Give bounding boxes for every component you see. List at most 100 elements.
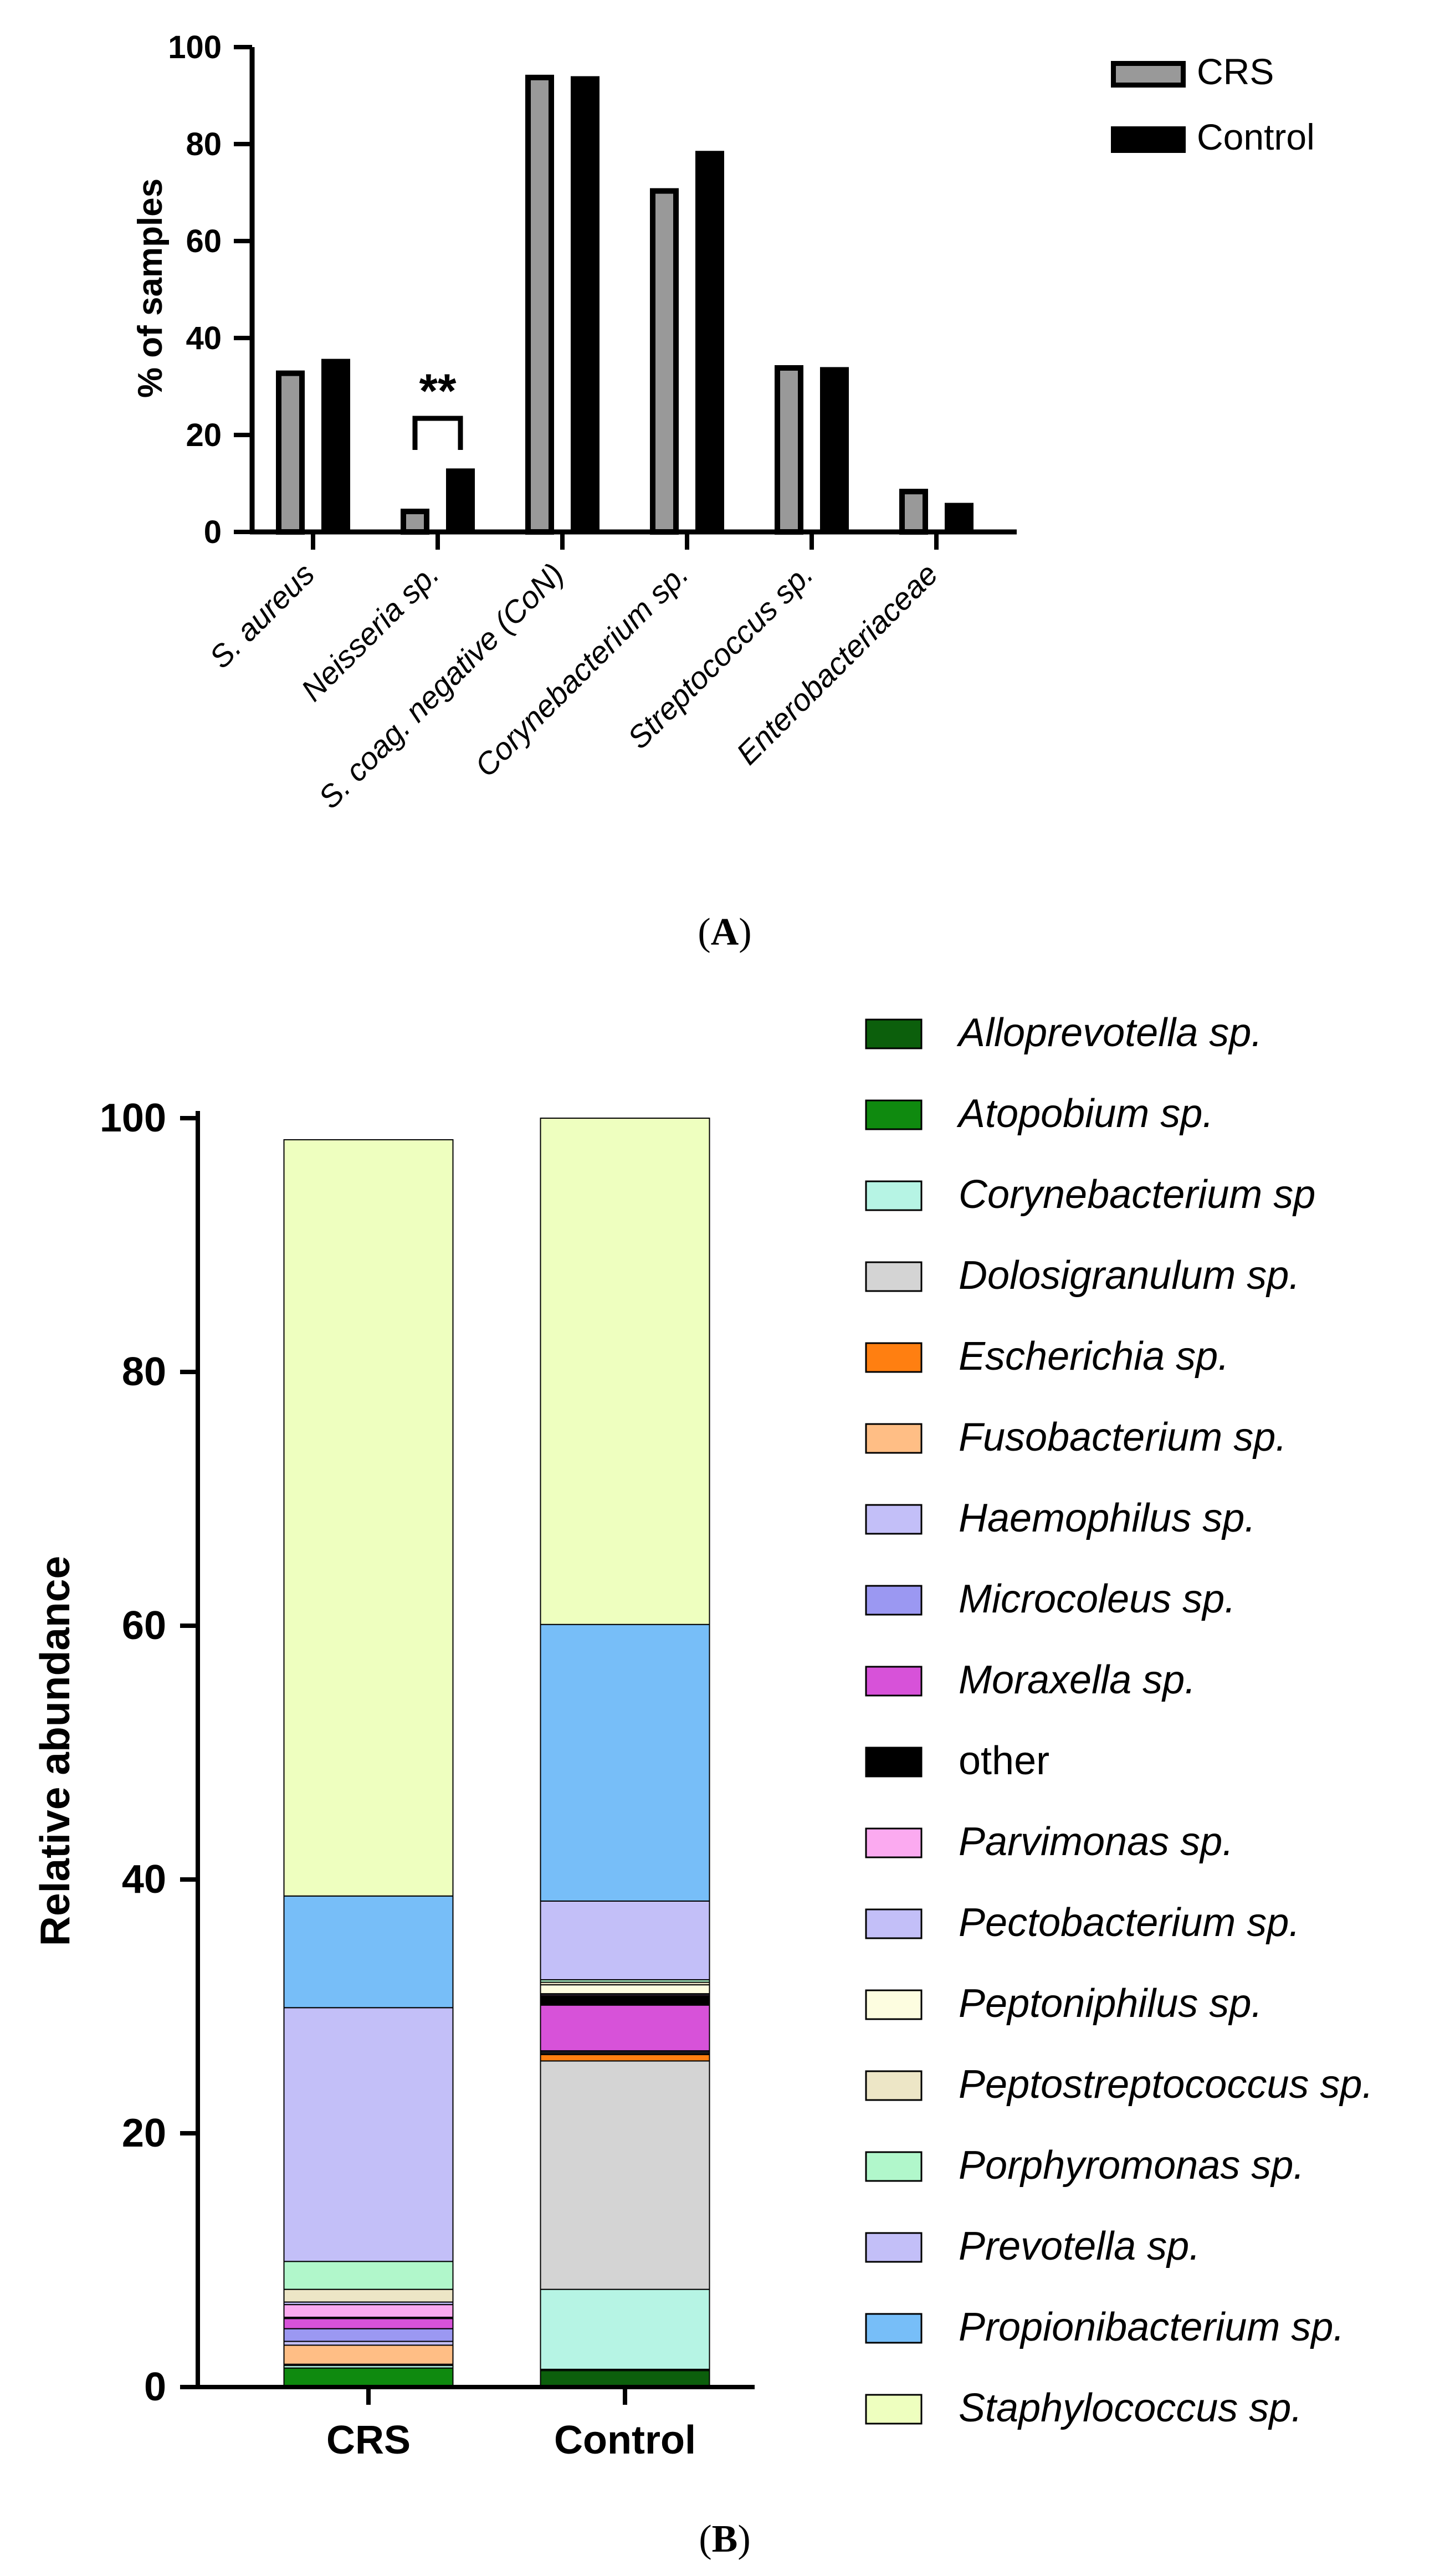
legend-label-5: Fusobacterium sp. — [959, 1415, 1287, 1459]
chart-b-y-tick-label: 40 — [122, 1857, 166, 1902]
legend-swatch-14 — [865, 2151, 923, 2182]
legend-swatch-crs — [1111, 61, 1186, 88]
legend-label-control: Control — [1197, 116, 1315, 157]
chart-a-bars — [276, 74, 974, 535]
legend-swatch-17 — [865, 2394, 923, 2425]
chart-b-x-tick-label: CRS — [326, 2418, 411, 2462]
legend-label-3: Dolosigranulum sp. — [959, 1253, 1300, 1298]
legend-swatch-0 — [865, 1018, 923, 1049]
legend-swatch-16 — [865, 2313, 923, 2344]
chart-a-y-tick-label: 20 — [186, 417, 222, 453]
chart-a-y-tick-label: 80 — [186, 126, 222, 162]
segment-1-15 — [540, 1900, 710, 1980]
chart-a-x-tick-label: S. coag. negative (CoN) — [311, 556, 570, 815]
chart-a-y-tick-label: 0 — [204, 514, 222, 550]
legend-label-0: Alloprevotella sp. — [956, 1011, 1262, 1055]
segment-0-13 — [283, 2288, 454, 2303]
legend-swatch-control — [1111, 126, 1186, 153]
legend-label-9: other — [959, 1739, 1049, 1783]
chart-b-legend: Alloprevotella sp. Atopobium sp. Corynebac… — [865, 1011, 1373, 2430]
segment-0-7 — [283, 2328, 454, 2342]
bar-control-1 — [446, 468, 475, 532]
segment-0-6 — [283, 2341, 454, 2346]
chart-a-y-axis-label: % of samples — [131, 178, 170, 398]
legend-swatch-4 — [865, 1342, 923, 1373]
legend-swatch-2 — [865, 1180, 923, 1211]
chart-b: 0 20 40 60 80 100 CRS Control Relative abundan… — [32, 1011, 1373, 2462]
segment-0-14 — [283, 2261, 454, 2290]
legend-swatch-8 — [865, 1666, 923, 1697]
chart-a-x-tick-label: S. aureus — [202, 556, 321, 675]
bar-control-0 — [321, 359, 350, 532]
legend-label-4: Escherichia sp. — [959, 1334, 1229, 1379]
segment-1-12 — [540, 1984, 710, 1995]
legend-swatch-12 — [865, 1989, 923, 2020]
chart-b-y-tick-label: 100 — [100, 1096, 166, 1140]
segment-0-10 — [283, 2304, 454, 2318]
segment-1-9 — [540, 1995, 710, 2006]
bar-crs-4 — [775, 365, 803, 535]
legend-swatch-6 — [865, 1504, 923, 1535]
legend-label-13: Peptostreptococcus sp. — [959, 2062, 1373, 2107]
significance-annotation: ** — [412, 365, 463, 450]
legend-label-10: Parvimonas sp. — [959, 1820, 1233, 1864]
legend-label-6: Haemophilus sp. — [959, 1496, 1256, 1540]
segment-0-17 — [283, 1139, 454, 1897]
segment-1-8 — [540, 2004, 710, 2052]
chart-a-ticks: 0 20 40 60 80 100 — [168, 29, 252, 550]
chart-b-y-tick-label: 0 — [144, 2365, 166, 2409]
segment-1-16 — [540, 1624, 710, 1902]
chart-b-y-axis-label: Relative abundance — [32, 1556, 78, 1946]
segment-1-17 — [540, 1118, 710, 1625]
chart-b-y-tick-label: 80 — [122, 1350, 166, 1394]
legend-label-14: Porphyromonas sp. — [959, 2143, 1304, 2188]
chart-b-x-tick-label: Control — [554, 2418, 696, 2462]
chart-a-legend: CRS Control — [1111, 51, 1315, 157]
legend-swatch-5 — [865, 1423, 923, 1454]
segment-0-15 — [283, 2007, 454, 2262]
chart-b-bars — [283, 1118, 710, 2388]
panel-label-b: (B) — [699, 2518, 750, 2560]
chart-a-x-tick-label: Enterobacteriaceae — [730, 556, 945, 771]
bar-control-5 — [945, 503, 974, 532]
segment-0-5 — [283, 2344, 454, 2365]
legend-label-11: Pectobacterium sp. — [959, 1901, 1300, 1945]
significance-stars: ** — [419, 365, 457, 418]
legend-swatch-13 — [865, 2070, 923, 2101]
segment-0-1 — [283, 2367, 454, 2386]
legend-label-crs: CRS — [1197, 51, 1274, 92]
segment-1-3 — [540, 2060, 710, 2290]
legend-swatch-7 — [865, 1585, 923, 1616]
segment-1-2 — [540, 2288, 710, 2370]
bar-control-3 — [695, 151, 724, 532]
segment-1-4 — [540, 2054, 710, 2062]
chart-a-y-tick-label: 100 — [168, 29, 222, 65]
legend-label-7: Microcoleus sp. — [959, 1577, 1236, 1621]
panel-label-a: (A) — [698, 911, 751, 954]
bar-crs-5 — [899, 489, 928, 535]
legend-swatch-9 — [865, 1747, 923, 1778]
significance-bracket — [412, 416, 463, 450]
chart-a-y-tick-label: 60 — [186, 223, 222, 259]
legend-swatch-1 — [865, 1099, 923, 1130]
legend-label-16: Propionibacterium sp. — [959, 2305, 1344, 2349]
chart-b-x-ticks: CRS Control — [326, 2387, 696, 2462]
legend-label-12: Peptoniphilus sp. — [959, 1981, 1262, 2026]
bar-crs-2 — [525, 74, 554, 535]
chart-a-y-tick-label: 40 — [186, 320, 222, 356]
legend-label-8: Moraxella sp. — [959, 1658, 1196, 1702]
legend-label-2: Corynebacterium sp — [959, 1172, 1315, 1217]
segment-1-0 — [540, 2370, 710, 2388]
chart-b-ticks: 0 20 40 60 80 100 — [100, 1096, 198, 2409]
bar-control-2 — [571, 76, 600, 532]
bar-crs-0 — [276, 370, 305, 535]
legend-swatch-3 — [865, 1261, 923, 1292]
legend-swatch-10 — [865, 1827, 923, 1858]
legend-label-1: Atopobium sp. — [956, 1092, 1213, 1136]
bar-crs-3 — [650, 188, 679, 535]
chart-a-x-tick-label: Corynebacterium sp. — [468, 556, 695, 783]
chart-b-y-tick-label: 20 — [122, 2111, 166, 2155]
